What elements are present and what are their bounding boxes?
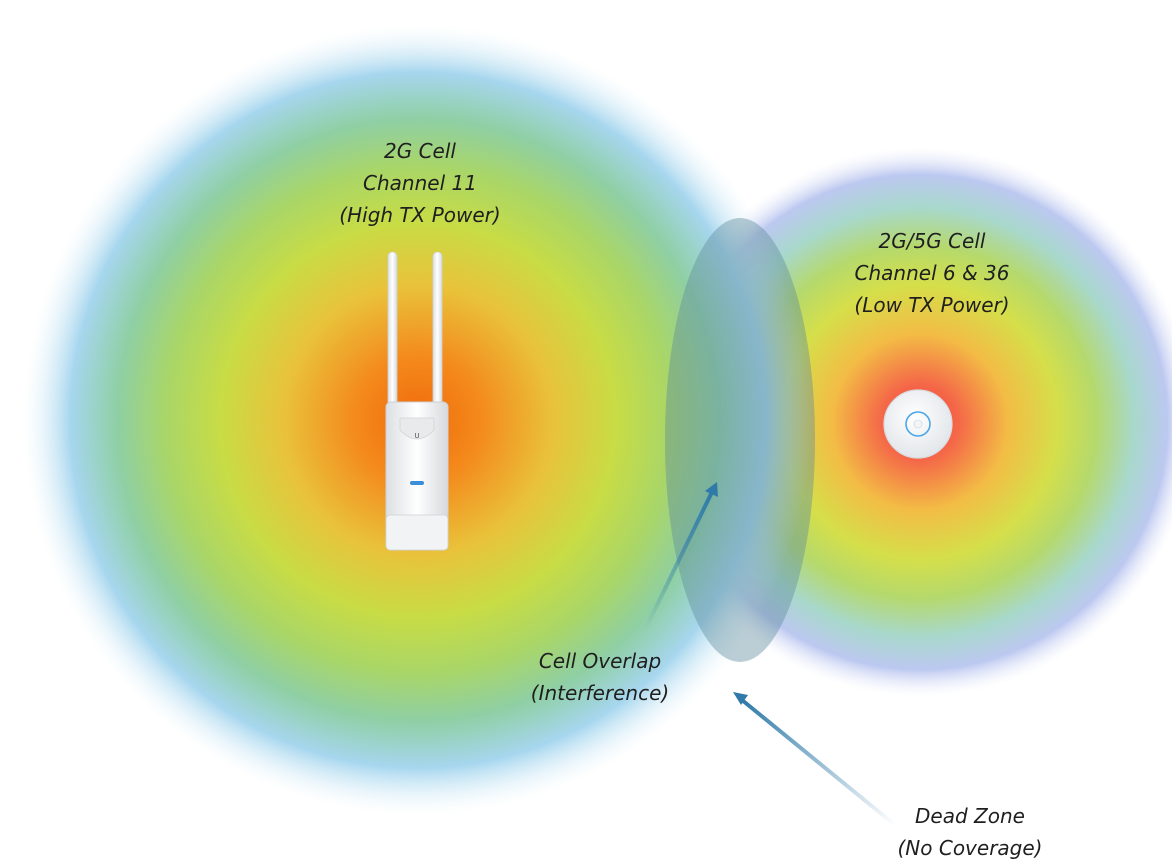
dead-zone-arrow <box>733 692 897 827</box>
ceiling-access-point-icon <box>883 389 953 459</box>
label-2g5g-cell: 2G/5G Cell Channel 6 & 36 (Low TX Power) <box>812 225 1052 321</box>
svg-text:U: U <box>414 432 419 440</box>
label-2g-cell: 2G Cell Channel 11 (High TX Power) <box>300 135 540 231</box>
overlap-arrow <box>643 482 718 632</box>
label-cell-overlap-line2: (Interference) <box>530 681 670 705</box>
label-2g-cell-line2: Channel 11 <box>363 171 477 195</box>
outdoor-access-point-icon: U <box>385 251 449 551</box>
label-2g5g-cell-line1: 2G/5G Cell <box>878 229 986 253</box>
label-dead-zone-line2: (No Coverage) <box>897 836 1043 860</box>
label-2g5g-cell-line3: (Low TX Power) <box>854 293 1010 317</box>
label-cell-overlap: Cell Overlap (Interference) <box>490 645 710 709</box>
label-dead-zone-line1: Dead Zone <box>915 804 1025 828</box>
overlap-region <box>665 218 815 662</box>
label-dead-zone: Dead Zone (No Coverage) <box>860 800 1080 864</box>
label-2g5g-cell-line2: Channel 6 & 36 <box>854 261 1010 285</box>
label-2g-cell-line3: (High TX Power) <box>339 203 501 227</box>
label-2g-cell-line1: 2G Cell <box>384 139 456 163</box>
label-cell-overlap-line1: Cell Overlap <box>538 649 662 673</box>
